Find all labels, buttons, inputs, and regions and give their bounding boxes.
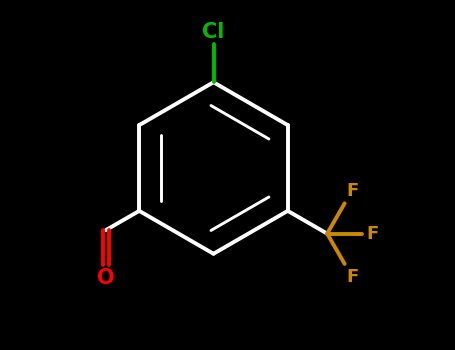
Text: Cl: Cl	[202, 22, 225, 42]
Text: F: F	[347, 267, 359, 286]
Text: F: F	[347, 182, 359, 200]
Text: F: F	[366, 225, 379, 243]
Text: O: O	[97, 268, 115, 288]
